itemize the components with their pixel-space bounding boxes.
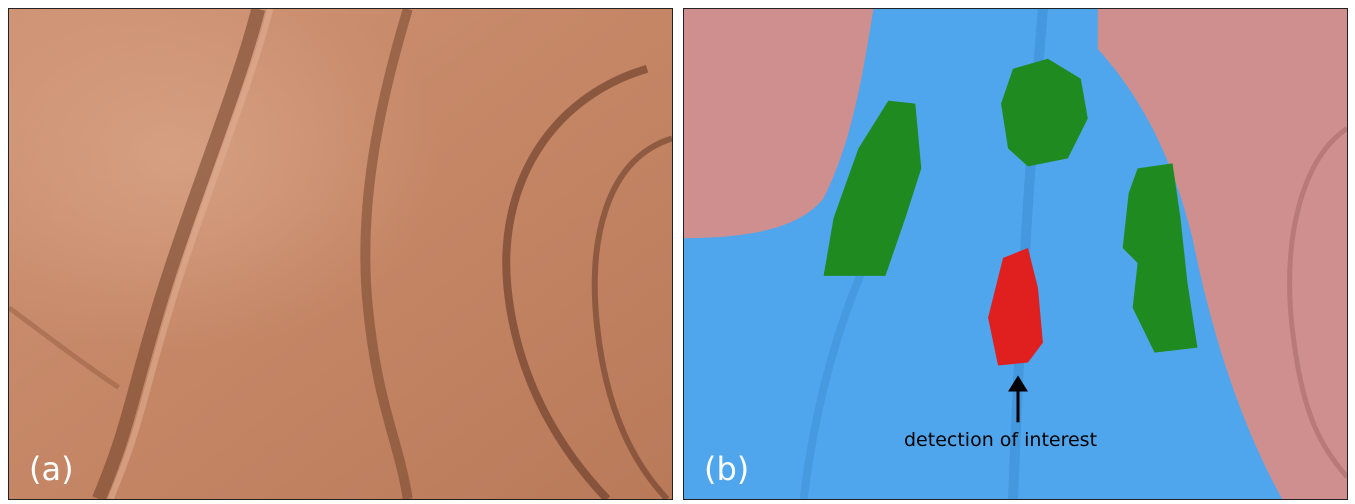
detection-region xyxy=(988,248,1043,366)
annotation-label: detection of interest xyxy=(904,429,1098,451)
panel-b: detection of interest (b) xyxy=(683,8,1348,500)
edge-region-left xyxy=(684,9,874,239)
panel-b-label: (b) xyxy=(704,450,750,488)
candidate-region-1 xyxy=(823,100,922,276)
segmentation-overlay-image xyxy=(684,9,1347,499)
tissue-rendering-image xyxy=(9,9,672,499)
arrow-head xyxy=(1008,375,1028,392)
candidate-region-3 xyxy=(1122,163,1198,353)
edge-region-right xyxy=(1097,9,1347,499)
candidate-region-2 xyxy=(1001,58,1088,167)
panel-a-label: (a) xyxy=(29,450,74,488)
panel-a: (a) xyxy=(8,8,673,500)
